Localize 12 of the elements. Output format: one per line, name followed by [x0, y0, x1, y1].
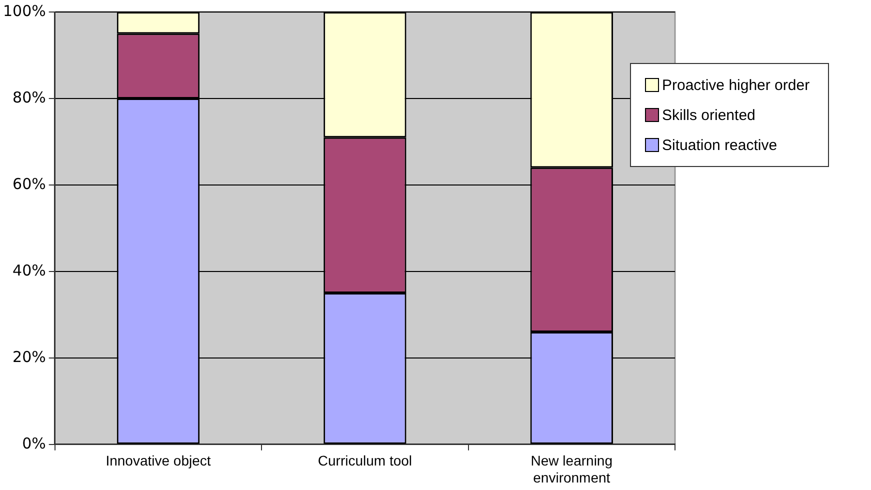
x-tick-label: Curriculum tool: [318, 452, 412, 469]
y-tick-label: 40%: [12, 261, 46, 280]
y-tick-label: 100%: [2, 2, 46, 20]
x-tick-label: Innovative object: [106, 452, 211, 469]
legend-label: Skills oriented: [662, 106, 756, 124]
y-tick-label: 0%: [22, 434, 46, 452]
legend-label: Situation reactive: [662, 136, 778, 154]
y-tick-label: 60%: [12, 174, 46, 193]
x-tick-label: New learning environment: [530, 452, 613, 486]
y-tick-label: 20%: [12, 348, 46, 366]
legend-label: Proactive higher order: [662, 76, 810, 94]
y-tick-label: 80%: [12, 88, 46, 106]
